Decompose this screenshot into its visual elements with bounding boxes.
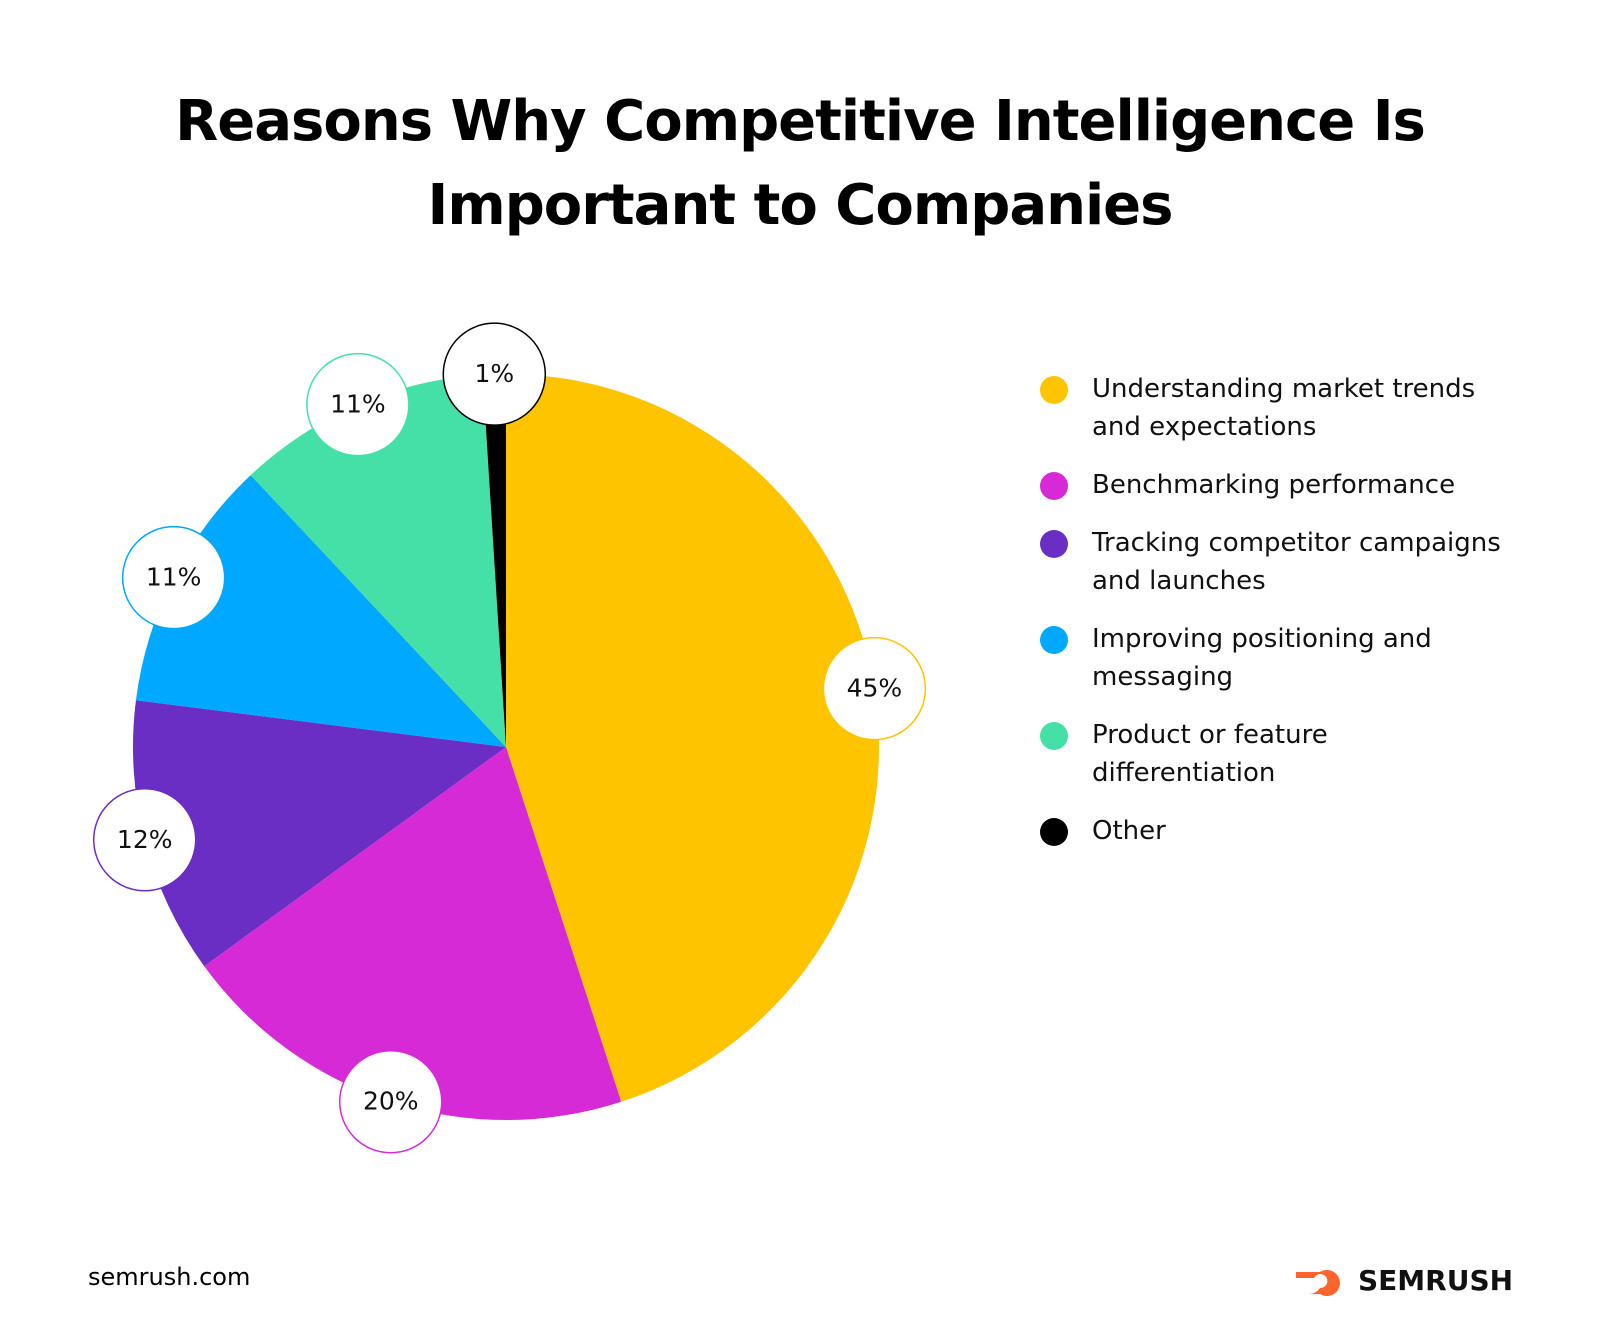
legend-label: Other xyxy=(1092,816,1166,846)
legend-item: Other xyxy=(1040,812,1580,850)
legend-item: Understanding market trends and expectat… xyxy=(1040,370,1580,446)
legend-item: Product or feature differentiation xyxy=(1040,716,1580,792)
source: semrush.com xyxy=(88,1263,251,1291)
legend-swatch xyxy=(1040,376,1068,404)
legend-label: Understanding market trends and expectat… xyxy=(1092,374,1476,442)
label-bubble xyxy=(822,636,927,741)
data-label: 1% xyxy=(474,359,514,388)
pie-slice xyxy=(135,475,506,747)
pie-slice xyxy=(250,374,506,747)
data-label: 20% xyxy=(363,1087,419,1116)
legend-label: Product or feature differentiation xyxy=(1092,720,1328,788)
legend-label: Benchmarking performance xyxy=(1092,470,1456,500)
legend-swatch xyxy=(1040,722,1068,750)
chart-title: Reasons Why Competitive Intelligence Is … xyxy=(175,89,1426,238)
label-bubble xyxy=(306,352,410,457)
legend-swatch xyxy=(1040,530,1068,558)
label-bubble xyxy=(92,788,197,892)
legend-item: Improving positioning and messaging xyxy=(1040,620,1580,696)
data-label: 45% xyxy=(847,674,903,703)
legend-swatch xyxy=(1040,472,1068,500)
label-bubble xyxy=(338,1049,443,1154)
legend-item: Benchmarking performance xyxy=(1040,466,1580,504)
legend-item: Tracking competitor campaigns and launch… xyxy=(1040,524,1580,600)
legend-label: Tracking competitor campaigns and launch… xyxy=(1092,528,1501,596)
data-label: 12% xyxy=(117,825,173,854)
pie-slice xyxy=(482,374,506,747)
data-label: 11% xyxy=(330,390,386,419)
data-label: 11% xyxy=(146,563,202,592)
label-bubble xyxy=(121,525,226,630)
logo: SEMRUSH xyxy=(1294,1264,1513,1297)
legend-label: Improving positioning and messaging xyxy=(1092,624,1432,692)
pie-slice xyxy=(204,747,622,1120)
pie-slice xyxy=(133,700,507,967)
label-bubble xyxy=(442,322,547,426)
legend: Understanding market trends and expectat… xyxy=(1040,370,1580,870)
logo-icon xyxy=(1296,1269,1340,1296)
legend-swatch xyxy=(1040,626,1068,654)
brand: SEMRUSH xyxy=(1358,1264,1514,1297)
pie-slice xyxy=(506,373,880,1102)
legend-swatch xyxy=(1040,818,1068,846)
